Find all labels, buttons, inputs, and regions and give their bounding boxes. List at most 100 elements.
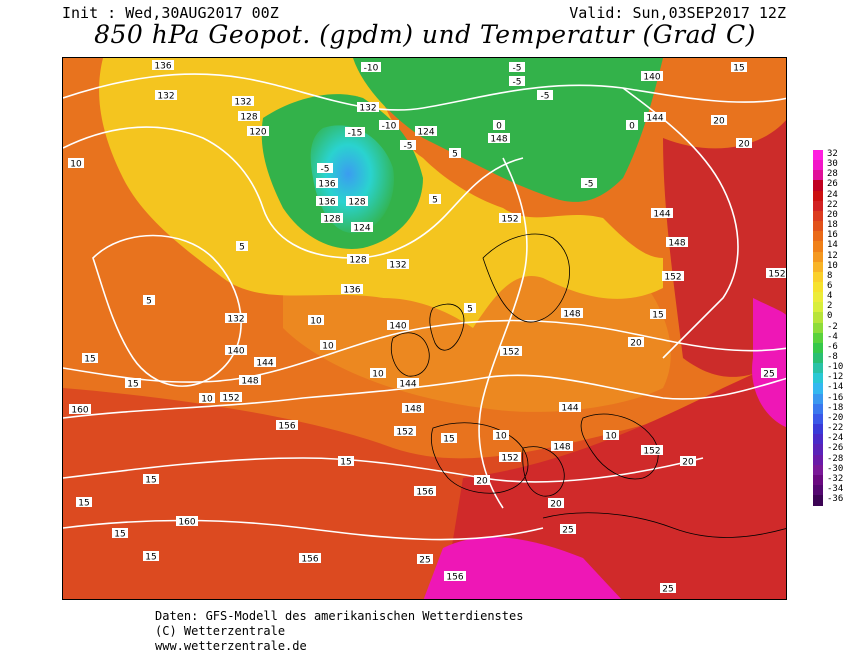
- geo-label: 156: [278, 422, 295, 432]
- geo-label: 140: [643, 73, 660, 83]
- footer-url: www.wetterzentrale.de: [155, 639, 307, 653]
- legend-label: -34: [827, 483, 844, 494]
- legend-label: 4: [827, 291, 833, 302]
- temp-label: 5: [146, 297, 152, 307]
- cold-northeast: [353, 58, 663, 202]
- legend-swatch: [813, 403, 823, 415]
- geo-label: 132: [227, 315, 244, 325]
- valid-time: Valid: Sun,03SEP2017 12Z: [569, 4, 786, 22]
- legend-label: -24: [827, 433, 844, 444]
- geo-label: 152: [396, 428, 413, 438]
- legend-label: -12: [827, 372, 844, 383]
- legend-label: 22: [827, 199, 838, 210]
- legend-label: 24: [827, 189, 838, 200]
- temp-label: 5: [432, 196, 438, 206]
- geo-label: 160: [178, 518, 195, 528]
- legend-label: -10: [827, 362, 844, 373]
- legend-swatch: [813, 363, 823, 375]
- legend-swatch: [813, 302, 823, 314]
- geo-label-group: 136 132 132 128 120 132 124 148 136 136 …: [69, 60, 786, 583]
- temperature-legend: 32 30 28 26 24 22 20 18 16 14 12 10 8 6 4 2 0 -2 -4 -6 -8 -10…: [813, 150, 843, 507]
- temp-label: -5: [404, 142, 413, 152]
- geopotential-contours: [63, 73, 786, 541]
- temp-label: 15: [733, 64, 744, 74]
- temp-label: 15: [145, 476, 156, 486]
- temp-label: 10: [70, 160, 82, 170]
- legend-label: -22: [827, 423, 844, 434]
- temp-label: -10: [382, 122, 397, 132]
- geo-label: 128: [240, 113, 257, 123]
- legend-label: 14: [827, 240, 838, 251]
- geo-label: 144: [646, 114, 663, 124]
- geo-label: 132: [234, 98, 251, 108]
- legend-label: -14: [827, 382, 844, 393]
- legend-swatch: [813, 464, 823, 476]
- legend-swatch: [813, 241, 823, 253]
- temp-label: 10: [495, 432, 507, 442]
- temp-label: 5: [452, 150, 458, 160]
- temp-label: 25: [662, 585, 673, 595]
- legend-swatch: [813, 444, 823, 456]
- temp-label: 10: [310, 317, 322, 327]
- legend-swatch: [813, 271, 823, 283]
- init-time: Init : Wed,30AUG2017 00Z: [62, 4, 279, 22]
- temp-label: 20: [713, 117, 725, 127]
- temp-label: 15: [84, 355, 95, 365]
- geo-label: 156: [446, 573, 463, 583]
- geo-label: 152: [501, 454, 518, 464]
- legend-label: -2: [827, 321, 838, 332]
- legend-label: 2: [827, 301, 833, 312]
- legend-label: 30: [827, 159, 838, 170]
- legend-label: -8: [827, 352, 838, 362]
- legend-swatch: [813, 160, 823, 172]
- footer-source: Daten: GFS-Modell des amerikanischen Wet…: [155, 609, 524, 623]
- geo-label: 152: [222, 394, 239, 404]
- legend-swatch: [813, 150, 823, 161]
- geo-label: 156: [416, 488, 433, 498]
- geo-label: 140: [227, 347, 244, 357]
- legend-swatch: [813, 190, 823, 202]
- map-title: 850 hPa Geopot. (gpdm) und Temperatur (G…: [94, 20, 756, 49]
- legend-label: 28: [827, 169, 838, 180]
- legend-swatch: [813, 312, 823, 324]
- legend-swatch: [813, 322, 823, 334]
- legend-swatch: [813, 251, 823, 263]
- legend-swatch: [813, 495, 823, 507]
- geo-label: 128: [349, 256, 366, 266]
- legend-label: 18: [827, 220, 838, 231]
- geo-label: 152: [502, 348, 519, 358]
- legend-swatch: [813, 261, 823, 273]
- legend-swatch: [813, 180, 823, 192]
- legend-label: 12: [827, 250, 838, 261]
- legend-swatch: [813, 170, 823, 182]
- legend-label: -28: [827, 453, 844, 464]
- legend-label: -30: [827, 463, 844, 474]
- temp-label: 15: [127, 380, 138, 390]
- temp-label: -5: [321, 165, 330, 175]
- geo-label: 152: [768, 270, 785, 280]
- geo-label: 160: [71, 406, 88, 416]
- temp-label: 20: [738, 140, 750, 150]
- geo-label: 148: [404, 405, 421, 415]
- geo-label: 148: [668, 239, 685, 249]
- temp-label: 15: [340, 458, 351, 468]
- geo-label: 152: [501, 215, 518, 225]
- contour-labels: 136 132 132 128 120 132 124 148 136 136 …: [68, 60, 786, 595]
- temp-label: 10: [201, 395, 213, 405]
- temp-label: 15: [78, 499, 89, 509]
- temp-label: 5: [467, 305, 473, 315]
- footer-copyright: (C) Wetterzentrale: [155, 624, 286, 638]
- temp-label: 15: [443, 435, 454, 445]
- temp-label: -5: [513, 64, 522, 74]
- legend-label: 0: [827, 311, 833, 322]
- temp-label: 15: [114, 530, 125, 540]
- legend-swatch: [813, 342, 823, 354]
- geo-label: 144: [399, 380, 416, 390]
- geo-label: 140: [389, 322, 406, 332]
- pink-south: [423, 537, 622, 599]
- legend-swatch: [813, 393, 823, 405]
- geo-label: 152: [664, 273, 681, 283]
- legend-label: -6: [827, 341, 838, 352]
- legend-swatch: [813, 484, 823, 496]
- geo-label: 132: [389, 261, 406, 271]
